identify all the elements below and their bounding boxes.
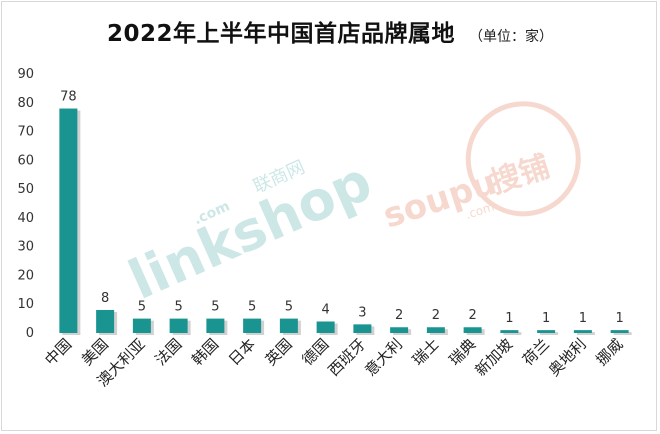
data-label: 2 (468, 308, 476, 323)
data-label: 1 (579, 311, 587, 326)
y-axis: 0 10 20 30 40 50 60 70 80 90 (17, 67, 34, 341)
bar (206, 318, 225, 333)
y-tick-label: 70 (17, 125, 34, 140)
bar (316, 321, 335, 333)
y-tick-label: 50 (17, 182, 34, 197)
bar (426, 327, 445, 333)
bar (353, 324, 372, 333)
y-tick-label: 90 (17, 67, 34, 82)
bar (610, 330, 629, 333)
bar (537, 330, 556, 333)
data-label: 1 (542, 311, 550, 326)
x-tick-label: 英国 (262, 335, 296, 369)
data-label: 8 (101, 291, 109, 306)
soupu-swirl-icon (465, 101, 581, 217)
y-tick-label: 80 (17, 96, 34, 111)
bar-shadow (576, 332, 595, 335)
data-label: 5 (211, 300, 219, 315)
chart-title-row: 2022年上半年中国首店品牌属地 （单位：家） (0, 14, 660, 48)
data-label: 5 (174, 300, 182, 315)
chart-title: 2022年上半年中国首店品牌属地 (106, 21, 455, 47)
data-label: 5 (285, 300, 293, 315)
x-tick-label: 挪威 (593, 335, 627, 369)
y-tick-label: 40 (17, 211, 34, 226)
bar (573, 330, 592, 333)
x-tick-label: 日本 (225, 335, 259, 369)
bar-shadow (613, 332, 632, 335)
bar (279, 318, 298, 333)
x-tick-label: 奥地利 (545, 335, 590, 380)
y-tick-label: 30 (17, 240, 34, 255)
data-label: 3 (358, 305, 366, 320)
data-label: 1 (505, 311, 513, 326)
watermarks: linkshop .com 联商网 soupu 搜铺 .com (120, 101, 581, 312)
y-tick-label: 0 (26, 326, 34, 341)
y-tick-label: 10 (17, 297, 34, 312)
bar-shadow (503, 332, 522, 335)
data-labels: 78 8 5 5 5 5 5 4 3 2 2 2 1 1 1 1 (60, 90, 624, 327)
soupu-cn-watermark: 搜铺 (486, 149, 554, 201)
bar (390, 327, 409, 333)
data-label: 5 (138, 300, 146, 315)
data-label: 5 (248, 300, 256, 315)
data-label: 2 (395, 308, 403, 323)
bar (500, 330, 519, 333)
bar (169, 318, 188, 333)
x-tick-label: 瑞士 (409, 335, 443, 369)
bar (96, 309, 115, 333)
x-tick-label: 新加坡 (472, 335, 517, 380)
bar-shadow (540, 332, 559, 335)
chart-subtitle: （单位：家） (469, 29, 553, 45)
x-tick-label: 西班牙 (325, 335, 370, 380)
y-tick-label: 60 (17, 153, 34, 168)
bars (59, 108, 632, 336)
bar (243, 318, 262, 333)
data-label: 78 (60, 90, 77, 105)
bar (463, 327, 482, 333)
x-tick-label: 中国 (41, 335, 75, 369)
linkshop-watermark: linkshop (120, 149, 381, 311)
bar (59, 108, 78, 334)
data-label: 1 (615, 311, 623, 326)
data-label: 2 (432, 308, 440, 323)
x-tick-label: 意大利 (361, 335, 406, 380)
bar (132, 318, 151, 333)
y-tick-label: 20 (17, 268, 34, 283)
x-tick-label: 韩国 (188, 335, 222, 369)
data-label: 4 (321, 302, 329, 317)
x-tick-label: 法国 (152, 335, 186, 369)
